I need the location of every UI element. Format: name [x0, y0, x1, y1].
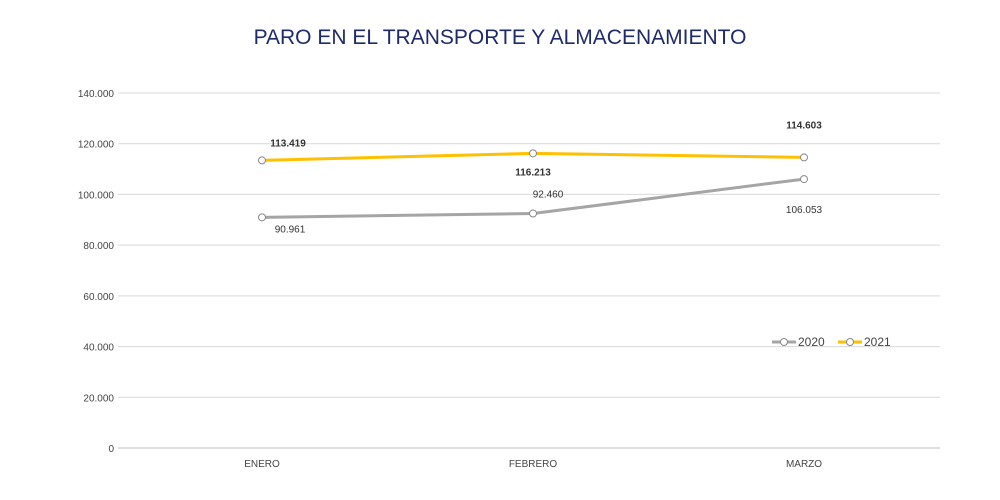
y-tick-label: 60.000 — [83, 292, 114, 303]
data-point-2021 — [800, 153, 808, 162]
data-point-2020 — [529, 209, 537, 218]
y-tick-label: 120.000 — [78, 140, 115, 151]
y-tick-label: 100.000 — [78, 190, 115, 201]
y-tick-label: 0 — [108, 444, 114, 455]
y-tick-label: 140.000 — [78, 89, 115, 100]
y-tick-label: 20.000 — [83, 393, 114, 404]
data-label-2020: 92.460 — [533, 190, 564, 201]
data-label-2020: 90.961 — [275, 224, 306, 235]
data-point-2020 — [800, 175, 808, 184]
legend-marker-2020 — [780, 338, 788, 346]
y-tick-label: 40.000 — [83, 343, 114, 354]
data-label-2021: 116.213 — [515, 167, 551, 178]
x-tick-label: ENERO — [244, 459, 280, 470]
legend-label-2021: 2021 — [864, 335, 891, 349]
data-label-2021: 113.419 — [270, 138, 306, 149]
x-tick-label: MARZO — [786, 459, 822, 470]
y-tick-label: 80.000 — [83, 241, 114, 252]
data-label-2020: 106.053 — [786, 205, 823, 216]
data-point-2021 — [529, 149, 537, 158]
legend-marker-2021 — [846, 338, 854, 346]
chart-title: PARO EN EL TRANSPORTE Y ALMACENAMIENTO — [253, 26, 747, 49]
data-point-2021 — [258, 156, 266, 165]
data-label-2021: 114.603 — [786, 120, 822, 131]
data-point-2020 — [258, 213, 266, 222]
legend-label-2020: 2020 — [798, 335, 825, 349]
x-tick-label: FEBRERO — [509, 459, 558, 470]
